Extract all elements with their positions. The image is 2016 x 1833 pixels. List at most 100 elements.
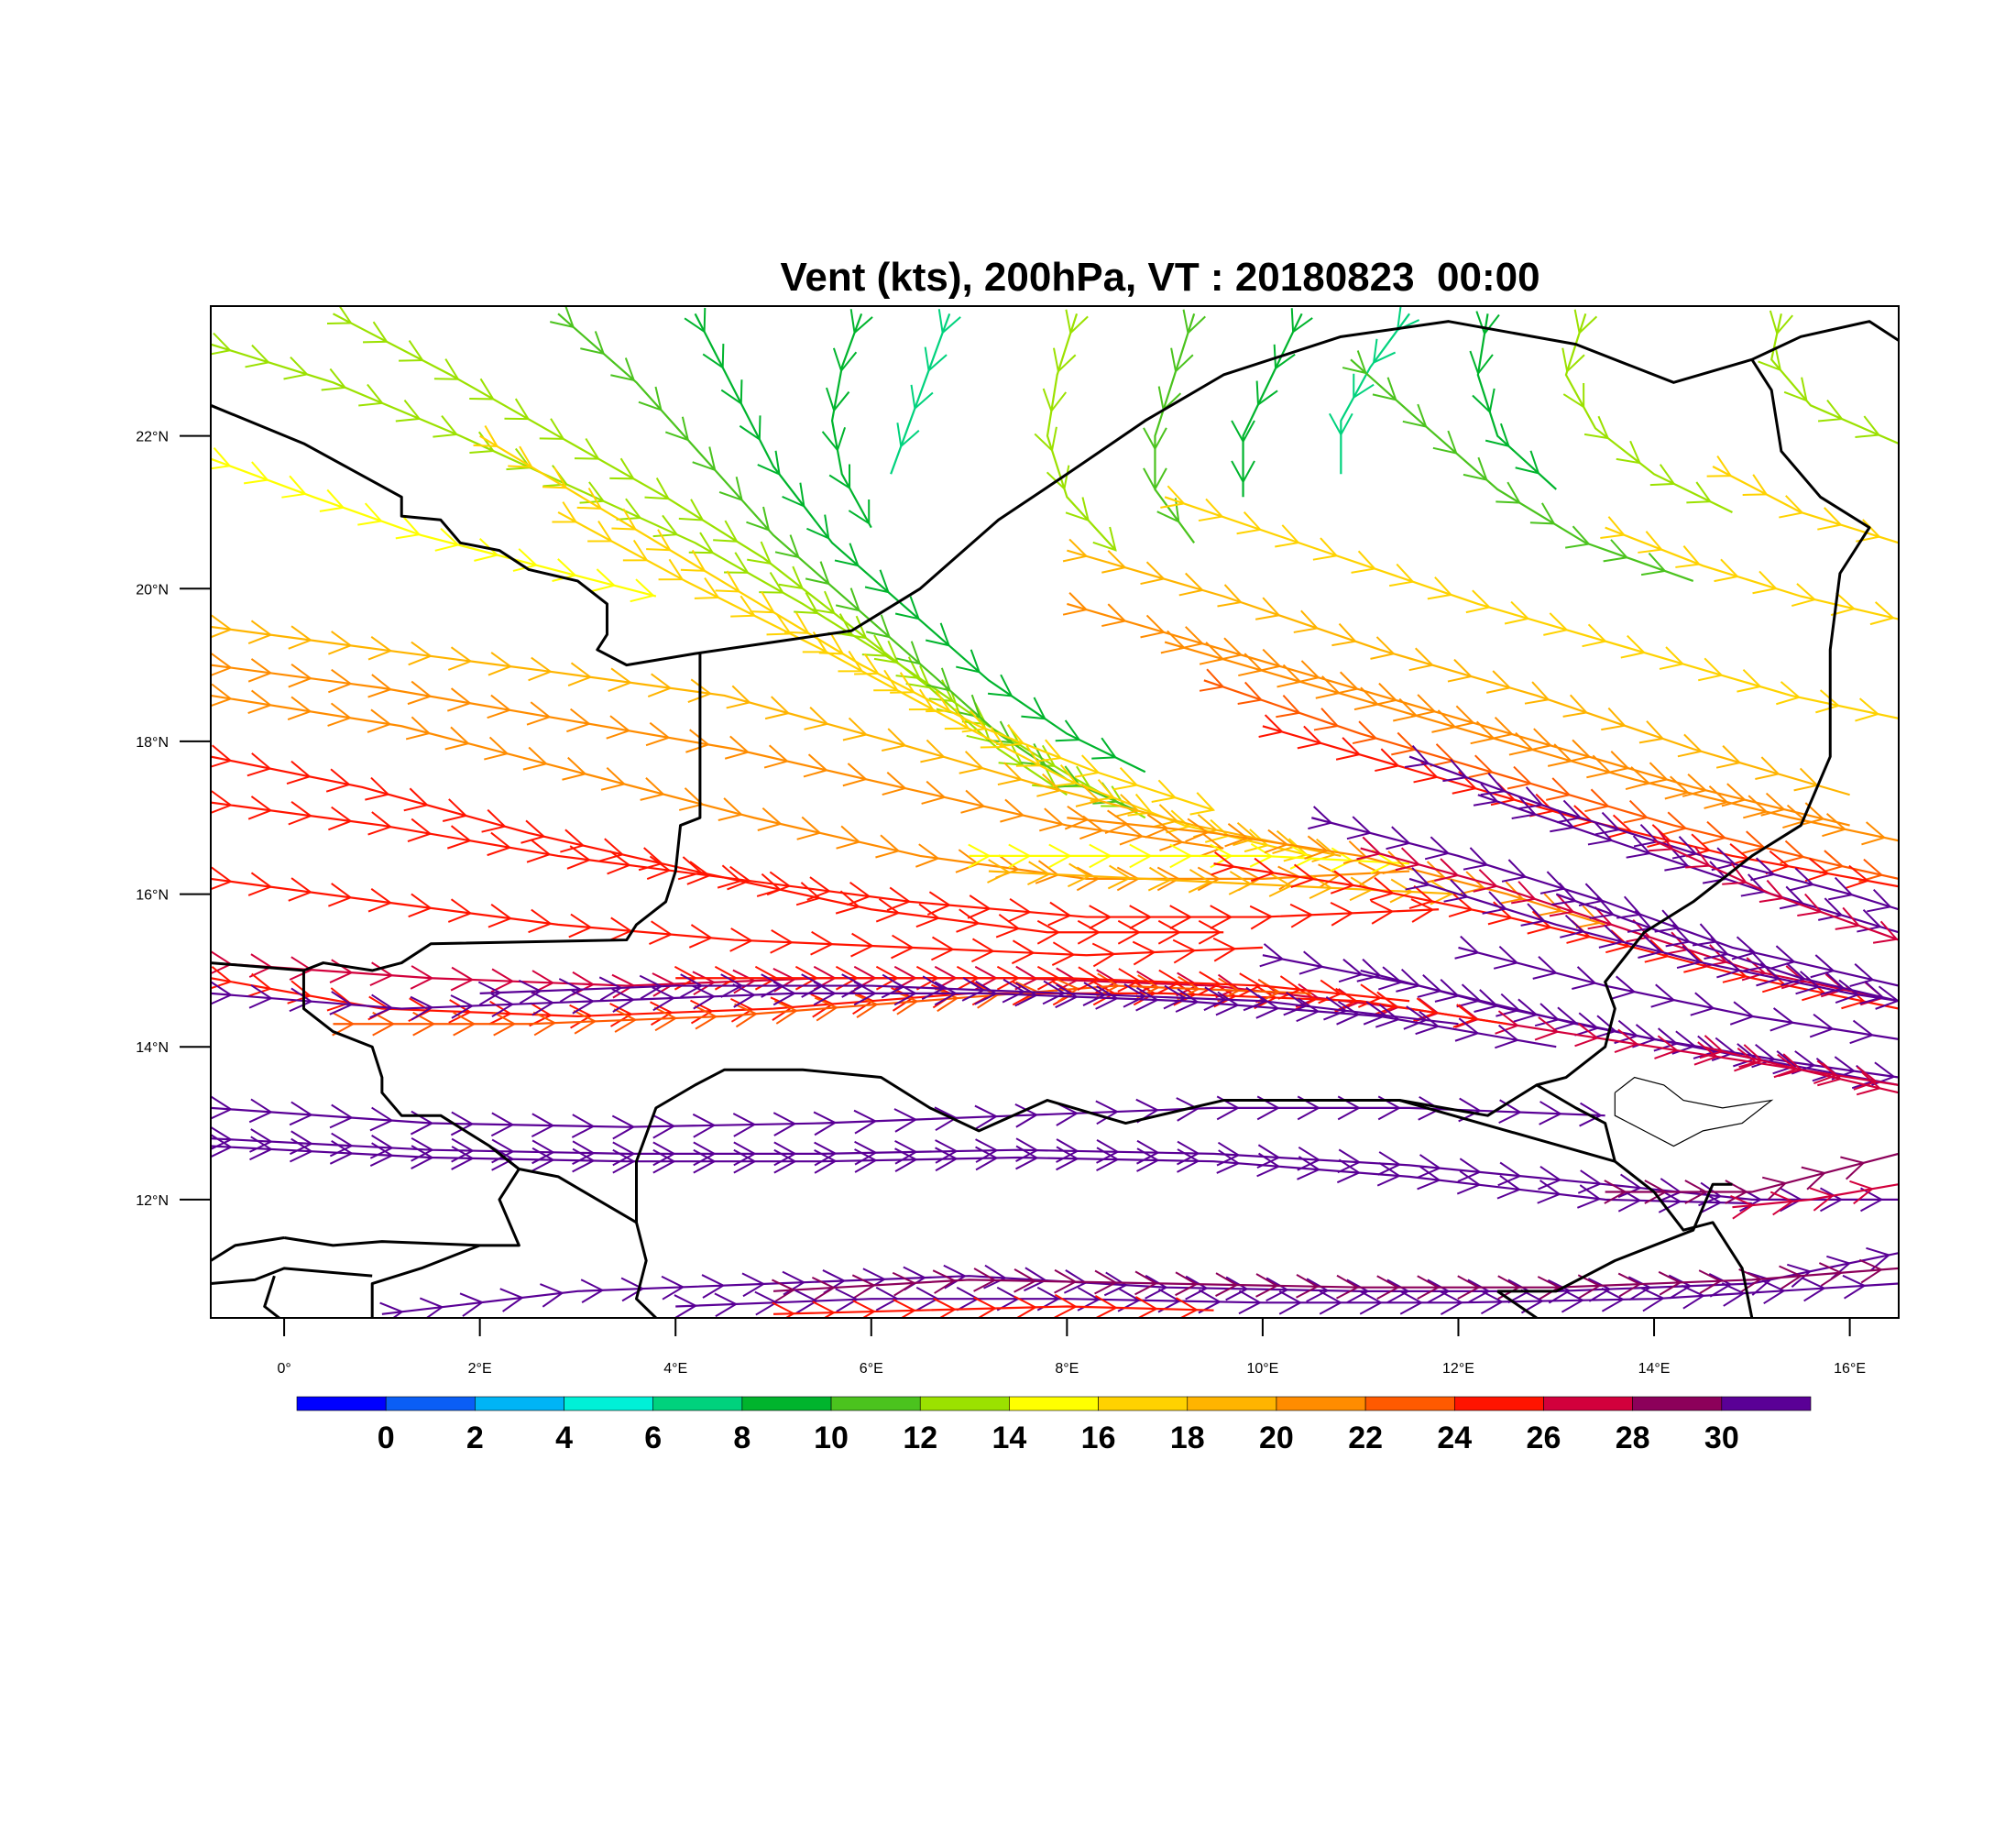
colorbar-label: 30 xyxy=(1704,1421,1739,1455)
border-line xyxy=(1496,1290,1538,1318)
colorbar-swatch xyxy=(919,1396,1010,1411)
streamline xyxy=(477,973,1459,1030)
streamline xyxy=(1211,851,1899,1010)
colorbar-swatch xyxy=(830,1396,921,1411)
colorbar-label: 26 xyxy=(1527,1421,1561,1455)
x-tick-label: 0° xyxy=(277,1361,290,1377)
colorbar-label: 2 xyxy=(466,1421,484,1455)
streamline xyxy=(1404,744,1899,913)
colorbar-swatch xyxy=(741,1396,832,1411)
streamline xyxy=(1730,1180,1899,1220)
border-line xyxy=(635,358,1871,1223)
x-tick-label: 16°E xyxy=(1834,1361,1866,1377)
colorbar-label: 6 xyxy=(644,1421,662,1455)
streamline xyxy=(1328,306,1420,475)
streamline xyxy=(211,1095,1605,1140)
streamline xyxy=(1454,935,1899,1045)
colorbar-swatch xyxy=(564,1396,654,1411)
x-tick-label: 10°E xyxy=(1246,1361,1278,1377)
y-tick-label: 22°N xyxy=(136,430,169,445)
streamline xyxy=(987,859,1459,906)
streamline xyxy=(379,1246,1899,1318)
streamline xyxy=(211,683,1410,892)
border-line xyxy=(211,653,702,972)
streamline xyxy=(684,307,1146,774)
colorbar-label: 20 xyxy=(1259,1421,1294,1455)
x-tick-label: 4°E xyxy=(663,1361,687,1377)
border-line xyxy=(263,1275,280,1318)
streamline xyxy=(1649,829,1899,944)
colorbar-label: 24 xyxy=(1437,1421,1472,1455)
border-line xyxy=(211,1236,285,1262)
colorbar-swatch xyxy=(1632,1396,1723,1411)
country-borders xyxy=(211,320,1899,1318)
colorbar-swatch xyxy=(475,1396,564,1411)
y-tick-label: 16°N xyxy=(136,888,169,904)
streamline xyxy=(1160,630,1899,846)
streamline xyxy=(550,306,1136,811)
colorbar: 0 2 4 6 8 10 12 14 16 18 20 22 24 26 28 30 xyxy=(296,1396,1812,1455)
colorbar-swatch xyxy=(1543,1396,1633,1411)
streamline xyxy=(473,425,1216,816)
streamline xyxy=(211,447,657,603)
y-tick-label: 18°N xyxy=(136,735,169,751)
streamline xyxy=(1034,309,1117,552)
colorbar-swatch xyxy=(1098,1396,1189,1411)
streamline xyxy=(1258,714,1899,890)
streamline xyxy=(211,980,1557,1049)
streamline xyxy=(1469,311,1558,490)
colorbar-swatch xyxy=(1009,1396,1099,1411)
colorbar-swatch xyxy=(652,1396,743,1411)
streamline xyxy=(1342,350,1694,582)
streamline xyxy=(1561,309,1733,513)
streamline xyxy=(1308,806,1899,988)
streamline xyxy=(1758,310,1899,445)
colorbar-label: 0 xyxy=(378,1421,395,1455)
colorbar-label: 8 xyxy=(733,1421,751,1455)
colorbar-swatch xyxy=(1276,1396,1366,1411)
colorbar-swatch xyxy=(1453,1396,1544,1411)
lake-chad-outline xyxy=(1614,1076,1774,1147)
latitude-axis: 12°N 14°N 16°N 18°N 20°N 22°N xyxy=(136,430,211,1209)
border-line xyxy=(1398,1099,1616,1163)
colorbar-label: 16 xyxy=(1081,1421,1116,1455)
y-tick-label: 12°N xyxy=(136,1193,169,1209)
streamline xyxy=(1062,592,1850,827)
x-tick-label: 2°E xyxy=(468,1361,492,1377)
streamline xyxy=(890,309,961,475)
streamline xyxy=(552,501,1312,862)
longitude-axis: 0° 2°E 4°E 6°E 8°E 10°E 12°E 14°E 16°E xyxy=(277,1318,1866,1377)
streamline xyxy=(326,306,1068,796)
streamline xyxy=(211,866,1263,968)
colorbar-label: 18 xyxy=(1170,1421,1205,1455)
streamline xyxy=(211,1134,1752,1214)
colorbar-swatch xyxy=(1187,1396,1277,1411)
border-line xyxy=(1536,1083,1754,1318)
streamline xyxy=(1160,485,1899,722)
streamline xyxy=(1706,455,1899,544)
border-line xyxy=(211,1267,373,1286)
border-line xyxy=(283,1236,480,1247)
streamline xyxy=(674,965,1410,1008)
map-area xyxy=(211,306,1899,1318)
y-tick-label: 14°N xyxy=(136,1040,169,1056)
streamline xyxy=(1199,668,1899,883)
map-title: Vent (kts), 200hPa, VT : 20180823 00:00 xyxy=(780,255,1540,300)
x-tick-label: 8°E xyxy=(1055,1361,1079,1377)
wind-streamlines xyxy=(211,306,1899,1318)
x-tick-label: 14°E xyxy=(1638,1361,1671,1377)
map-frame xyxy=(210,305,1900,1319)
colorbar-swatch xyxy=(1364,1396,1455,1411)
streamline xyxy=(772,1293,1214,1318)
streamline xyxy=(211,790,1440,930)
streamline xyxy=(1062,538,1850,796)
colorbar-swatch xyxy=(296,1396,387,1411)
colorbar-swatch xyxy=(1721,1396,1812,1411)
streamline xyxy=(821,309,873,529)
colorbar-label: 14 xyxy=(992,1421,1026,1455)
x-tick-label: 6°E xyxy=(860,1361,883,1377)
streamline xyxy=(772,1258,1899,1304)
border-line xyxy=(1497,1182,1733,1293)
streamline xyxy=(211,1125,1899,1213)
